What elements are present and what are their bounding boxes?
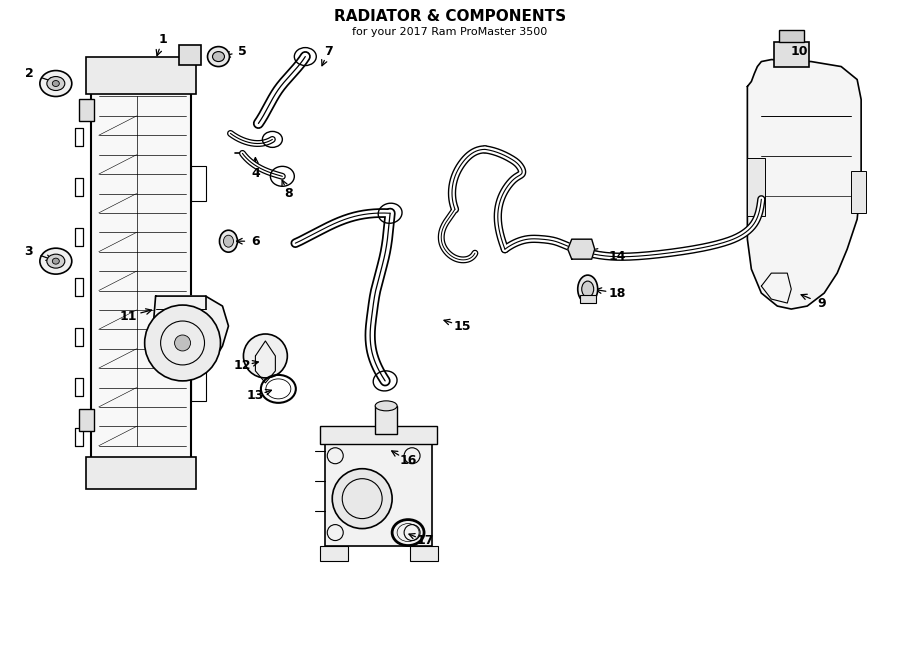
Bar bbox=[86, 457, 195, 488]
Circle shape bbox=[332, 469, 392, 529]
Text: 13: 13 bbox=[247, 389, 264, 403]
Text: 10: 10 bbox=[790, 45, 808, 58]
Bar bbox=[851, 171, 866, 214]
Ellipse shape bbox=[40, 71, 72, 97]
Polygon shape bbox=[568, 239, 595, 259]
Bar bbox=[774, 42, 809, 67]
Ellipse shape bbox=[52, 258, 59, 264]
Text: 1: 1 bbox=[158, 33, 167, 46]
Text: 18: 18 bbox=[609, 287, 626, 299]
Text: 8: 8 bbox=[284, 187, 292, 200]
Ellipse shape bbox=[375, 401, 397, 411]
Ellipse shape bbox=[212, 52, 224, 61]
Text: 9: 9 bbox=[817, 297, 825, 309]
Circle shape bbox=[145, 305, 220, 381]
Ellipse shape bbox=[581, 281, 594, 297]
Bar bbox=[91, 67, 191, 481]
Polygon shape bbox=[747, 59, 861, 309]
Text: 12: 12 bbox=[234, 360, 251, 372]
Ellipse shape bbox=[47, 77, 65, 91]
Bar bbox=[86, 57, 195, 95]
Bar bbox=[320, 545, 348, 561]
Text: 6: 6 bbox=[251, 235, 260, 248]
Bar bbox=[320, 426, 437, 444]
Bar bbox=[779, 30, 805, 42]
Text: 2: 2 bbox=[24, 67, 33, 80]
Polygon shape bbox=[153, 296, 229, 373]
Text: 16: 16 bbox=[400, 454, 417, 467]
Bar bbox=[79, 409, 94, 431]
Bar bbox=[747, 159, 765, 216]
Text: 4: 4 bbox=[251, 167, 260, 180]
Ellipse shape bbox=[40, 248, 72, 274]
Circle shape bbox=[243, 334, 287, 378]
Bar bbox=[79, 100, 94, 122]
Circle shape bbox=[175, 335, 191, 351]
Ellipse shape bbox=[52, 81, 59, 87]
Text: 5: 5 bbox=[238, 45, 247, 58]
Bar bbox=[178, 44, 201, 65]
Text: 17: 17 bbox=[417, 534, 434, 547]
Bar bbox=[580, 295, 596, 303]
Bar bbox=[191, 167, 205, 201]
Text: for your 2017 Ram ProMaster 3500: for your 2017 Ram ProMaster 3500 bbox=[353, 26, 547, 36]
Text: 11: 11 bbox=[120, 309, 138, 323]
Text: RADIATOR & COMPONENTS: RADIATOR & COMPONENTS bbox=[334, 9, 566, 24]
Text: 7: 7 bbox=[324, 45, 333, 58]
Ellipse shape bbox=[208, 46, 230, 67]
Ellipse shape bbox=[223, 235, 233, 247]
Text: 3: 3 bbox=[24, 245, 33, 258]
Text: 14: 14 bbox=[609, 250, 626, 262]
Bar bbox=[191, 366, 205, 401]
Ellipse shape bbox=[47, 254, 65, 268]
Ellipse shape bbox=[220, 230, 238, 252]
Text: 15: 15 bbox=[454, 319, 471, 332]
Polygon shape bbox=[325, 439, 432, 545]
Ellipse shape bbox=[578, 275, 598, 303]
Bar bbox=[375, 406, 397, 434]
Bar bbox=[410, 545, 438, 561]
